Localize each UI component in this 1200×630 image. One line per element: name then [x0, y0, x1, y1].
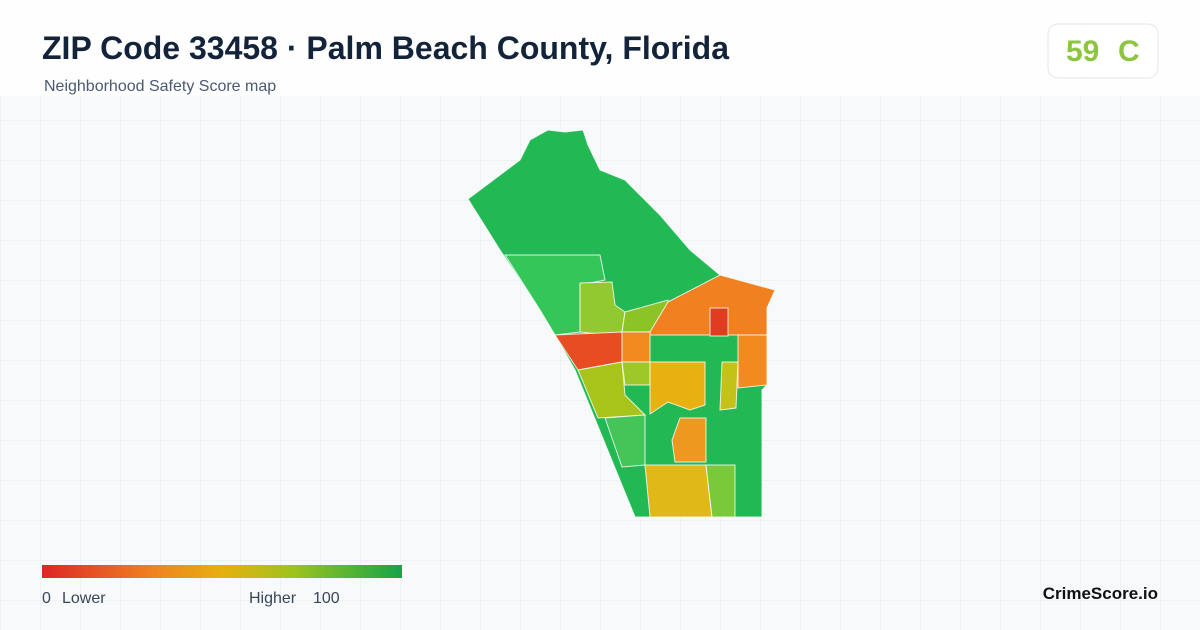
legend-min-label: Lower	[62, 590, 106, 607]
title: ZIP Code 33458 · Palm Beach County, Flor…	[42, 30, 729, 66]
area	[621, 361, 651, 386]
brand: CrimeScore.io	[1043, 584, 1158, 603]
area	[737, 334, 768, 389]
score-value: 59	[1066, 35, 1099, 68]
area	[671, 417, 707, 463]
area	[705, 464, 736, 518]
area	[621, 331, 651, 363]
area	[644, 464, 713, 518]
legend-max: 100	[313, 590, 340, 607]
subtitle: Neighborhood Safety Score map	[44, 78, 276, 95]
header-band	[0, 0, 1200, 96]
area	[577, 361, 647, 419]
area	[649, 361, 706, 415]
legend-min: 0	[42, 590, 51, 607]
legend-scale	[42, 565, 402, 578]
legend-max-label: Higher	[249, 590, 297, 607]
area	[709, 307, 729, 337]
score-grade: C	[1118, 35, 1140, 68]
area	[719, 361, 739, 411]
score-badge	[1047, 23, 1159, 79]
zip-map	[467, 129, 776, 518]
